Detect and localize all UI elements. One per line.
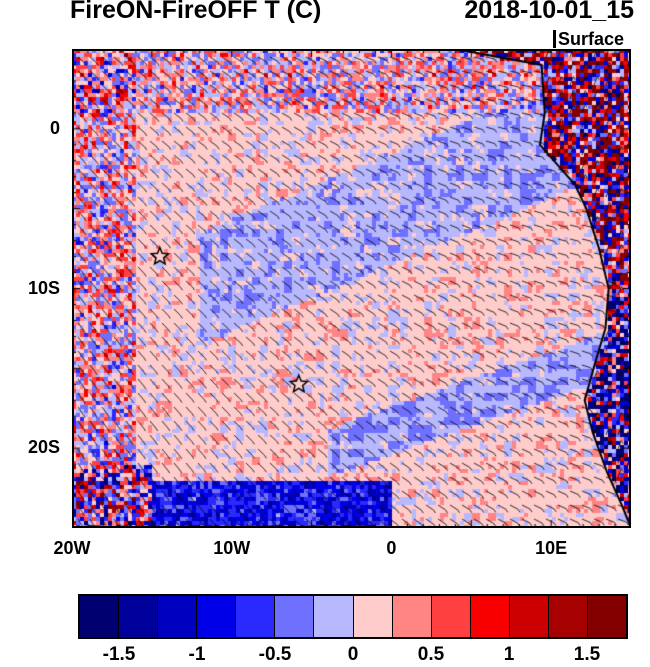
lon-tick-label: 0 (386, 538, 397, 558)
colorbar-box (392, 596, 432, 637)
colorbar-label: 1 (503, 644, 515, 665)
colorbar-label: 1.5 (573, 644, 601, 665)
colorbar-box (353, 596, 393, 637)
colorbar-box (314, 596, 354, 637)
lon-tick-label: 20W (53, 538, 91, 558)
lat-tick-label: 20S (27, 437, 60, 458)
colorbar-box (80, 596, 120, 637)
colorbar-box (236, 596, 276, 637)
colorbar-label: -1.5 (102, 644, 136, 665)
lat-tick-label: 10S (27, 277, 60, 298)
colorbar-label: -0.5 (258, 644, 292, 665)
colorbar-box (548, 596, 589, 637)
colorbar-box (275, 596, 315, 637)
colorbar-label: -1 (188, 644, 206, 665)
plot-title: FireON-FireOFF T (C) (70, 0, 322, 24)
colorbar-box (197, 596, 237, 637)
valid-time: 2018-10-01_15 (464, 0, 634, 24)
colorbar-box (588, 596, 627, 637)
colorbar-box (119, 596, 159, 637)
colorbar-box (431, 596, 471, 637)
colorbar-box (470, 596, 510, 637)
colorbar-label: 0 (347, 644, 359, 665)
lon-tick-label: 10E (535, 538, 568, 558)
temperature-difference-map (72, 49, 631, 528)
colorbar (78, 594, 628, 639)
colorbar-label: 0.5 (417, 644, 445, 665)
colorbar-box (509, 596, 549, 637)
lat-tick-label: 0 (49, 117, 60, 138)
level-label: Surface (553, 30, 624, 48)
colorbar-box (158, 596, 198, 637)
lon-tick-label: 10W (213, 538, 251, 558)
